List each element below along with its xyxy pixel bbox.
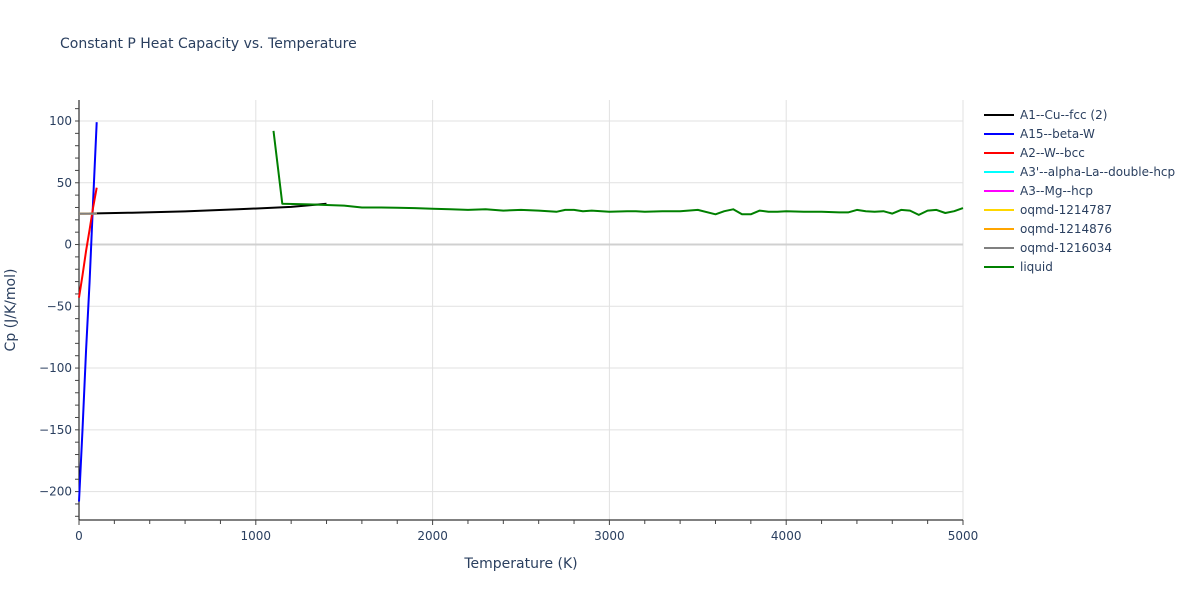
legend-swatch-icon xyxy=(984,113,1014,116)
legend-label: oqmd-1216034 xyxy=(1020,240,1113,255)
legend-swatch-icon xyxy=(984,189,1014,192)
legend-item[interactable]: A15--beta-W xyxy=(984,124,1175,143)
legend-swatch-icon xyxy=(984,151,1014,154)
legend-label: oqmd-1214787 xyxy=(1020,202,1113,217)
legend-item[interactable]: oqmd-1214787 xyxy=(984,200,1175,219)
gridlines xyxy=(79,100,964,520)
svg-text:50: 50 xyxy=(57,176,72,190)
legend-label: A3'--alpha-La--double-hcp xyxy=(1020,164,1176,179)
svg-text:0: 0 xyxy=(75,529,83,543)
series-line xyxy=(78,202,327,215)
legend-swatch-icon xyxy=(984,170,1014,173)
legend-item[interactable]: liquid xyxy=(984,257,1175,276)
svg-text:0: 0 xyxy=(64,238,72,252)
legend: A1--Cu--fcc (2) A15--beta-W A2--W--bcc A3'-… xyxy=(984,105,1175,276)
svg-text:4000: 4000 xyxy=(771,529,802,543)
x-axis-title: Temperature (K) xyxy=(463,556,577,572)
axes: 0 1000 2000 3000 4000 5000 100 50 0 −50 −100 −150 −2… xyxy=(39,100,978,543)
legend-item[interactable]: A3'--alpha-La--double-hcp xyxy=(984,162,1175,181)
legend-swatch-icon xyxy=(984,246,1014,249)
svg-text:−50: −50 xyxy=(47,299,72,313)
svg-text:2000: 2000 xyxy=(417,529,448,543)
svg-text:5000: 5000 xyxy=(948,529,979,543)
legend-swatch-icon xyxy=(984,227,1014,230)
legend-label: liquid xyxy=(1020,259,1053,274)
svg-text:−200: −200 xyxy=(39,485,72,499)
legend-label: oqmd-1214876 xyxy=(1020,221,1113,236)
legend-item[interactable]: A3--Mg--hcp xyxy=(984,181,1175,200)
legend-label: A1--Cu--fcc (2) xyxy=(1020,107,1108,122)
legend-item[interactable]: oqmd-1216034 xyxy=(984,238,1175,257)
series-line xyxy=(272,130,964,216)
svg-text:100: 100 xyxy=(49,114,72,128)
legend-swatch-icon xyxy=(984,208,1014,211)
y-axis-title: Cp (J/K/mol) xyxy=(3,269,19,352)
chart-title: Constant P Heat Capacity vs. Temperature xyxy=(60,36,357,52)
legend-label: A15--beta-W xyxy=(1020,126,1095,141)
series-line xyxy=(78,122,98,502)
svg-text:1000: 1000 xyxy=(241,529,272,543)
svg-text:−150: −150 xyxy=(39,423,72,437)
svg-text:−100: −100 xyxy=(39,361,72,375)
legend-swatch-icon xyxy=(984,132,1014,135)
legend-swatch-icon xyxy=(984,265,1014,268)
legend-label: A3--Mg--hcp xyxy=(1020,183,1093,198)
legend-item[interactable]: oqmd-1214876 xyxy=(984,219,1175,238)
series-line xyxy=(78,187,98,298)
legend-item[interactable]: A2--W--bcc xyxy=(984,143,1175,162)
legend-item[interactable]: A1--Cu--fcc (2) xyxy=(984,105,1175,124)
svg-text:3000: 3000 xyxy=(594,529,625,543)
data-series xyxy=(78,122,964,502)
legend-label: A2--W--bcc xyxy=(1020,145,1085,160)
